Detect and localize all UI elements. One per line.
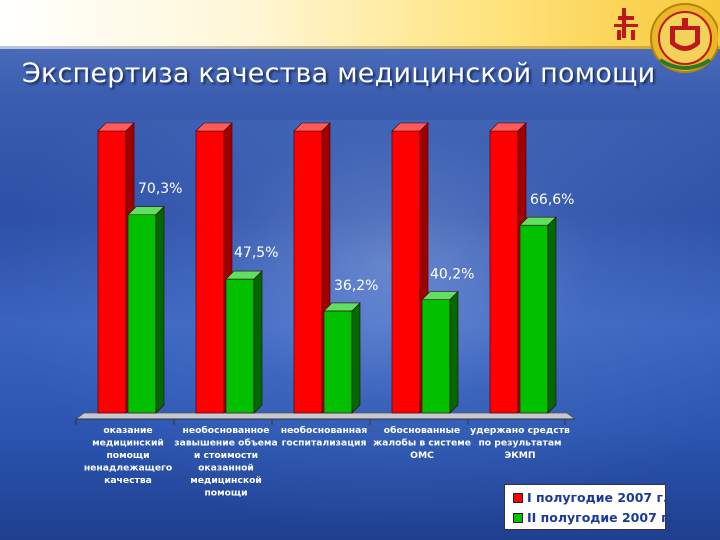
legend-item-series2: II полугодие 2007 г. (513, 509, 672, 527)
bar-series2-3 (323, 310, 353, 414)
bar-series1-2 (195, 130, 225, 414)
slide-title: Экспертиза качества медицинской помощи (22, 58, 656, 89)
bar-series2-4 (421, 299, 451, 414)
bar-series2-4-side (449, 290, 459, 414)
header-band (0, 0, 720, 46)
category-label-line: удержано средств (470, 425, 570, 436)
bar-series2-2-side (253, 270, 263, 414)
bar-series2-5-side (547, 216, 557, 414)
category-label-line: помощи (106, 450, 149, 461)
category-label-line: ненадлежащего (84, 463, 172, 474)
category-label: необоснованная госпитализация (281, 425, 368, 449)
header-divider (0, 46, 720, 49)
category-label-line: ЭКМП (504, 450, 535, 461)
bar-series1-3 (293, 130, 323, 414)
category-label-line: обоснованные (384, 425, 460, 436)
chart-floor (74, 412, 577, 425)
category-label-line: медицинский (92, 438, 164, 449)
category-label-line: помощи (204, 488, 247, 499)
value-labels: 70,3% 47,5% 36,2% 40,2% 66,6% (138, 181, 574, 294)
chuvash-coat-of-arms-icon (614, 3, 718, 73)
bar-series1-5 (489, 130, 519, 414)
category-label-line: по результатам (478, 438, 561, 449)
bar-series2-3-side (351, 302, 361, 414)
legend-swatch-series2 (513, 512, 523, 523)
category-label: необоснованное завышение объема и стоимост… (174, 425, 277, 499)
category-label-line: качества (104, 475, 152, 486)
legend-label-series1: I полугодие 2007 г. (527, 490, 668, 505)
value-label-series2: 66,6% (530, 192, 574, 208)
category-labels: оказание медицинский помощи ненадлежащего ка… (84, 425, 570, 499)
bar-series2-5 (519, 224, 549, 414)
category-label: удержано средств по результатам ЭКМП (470, 425, 570, 461)
category-label-line: оказанной (198, 463, 254, 474)
value-label-series2: 47,5% (234, 245, 278, 261)
bar-series2-1 (127, 214, 157, 414)
legend-item-series1: I полугодие 2007 г. (513, 489, 668, 507)
bar-series2-2 (225, 278, 255, 414)
bar-series1-1 (97, 130, 127, 414)
category-label-line: завышение объема (174, 438, 277, 449)
category-label-line: госпитализация (282, 438, 367, 449)
legend-label-series2: II полугодие 2007 г. (527, 510, 673, 525)
category-label-line: жалобы в системе (373, 438, 471, 449)
category-label-line: медицинской (190, 475, 262, 486)
bar-series1-4 (391, 130, 421, 414)
chart-bars (97, 122, 557, 414)
value-label-series2: 40,2% (430, 267, 474, 283)
value-label-series2: 70,3% (138, 181, 182, 197)
category-label: обоснованные жалобы в системе ОМС (373, 425, 471, 461)
category-label: оказание медицинский помощи ненадлежащего ка… (84, 425, 172, 486)
category-label-line: необоснованная (281, 425, 368, 436)
category-label-line: необоснованное (183, 425, 270, 436)
legend-swatch-series1 (513, 492, 523, 503)
value-label-series2: 36,2% (334, 278, 378, 294)
chart-floor-plane (74, 412, 577, 420)
chart-legend: I полугодие 2007 г. II полугодие 2007 г. (504, 484, 672, 530)
category-label-line: и стоимости (194, 450, 258, 461)
category-label-line: ОМС (410, 450, 434, 461)
category-label-line: оказание (103, 425, 152, 436)
bar-series2-1-side (155, 206, 165, 414)
